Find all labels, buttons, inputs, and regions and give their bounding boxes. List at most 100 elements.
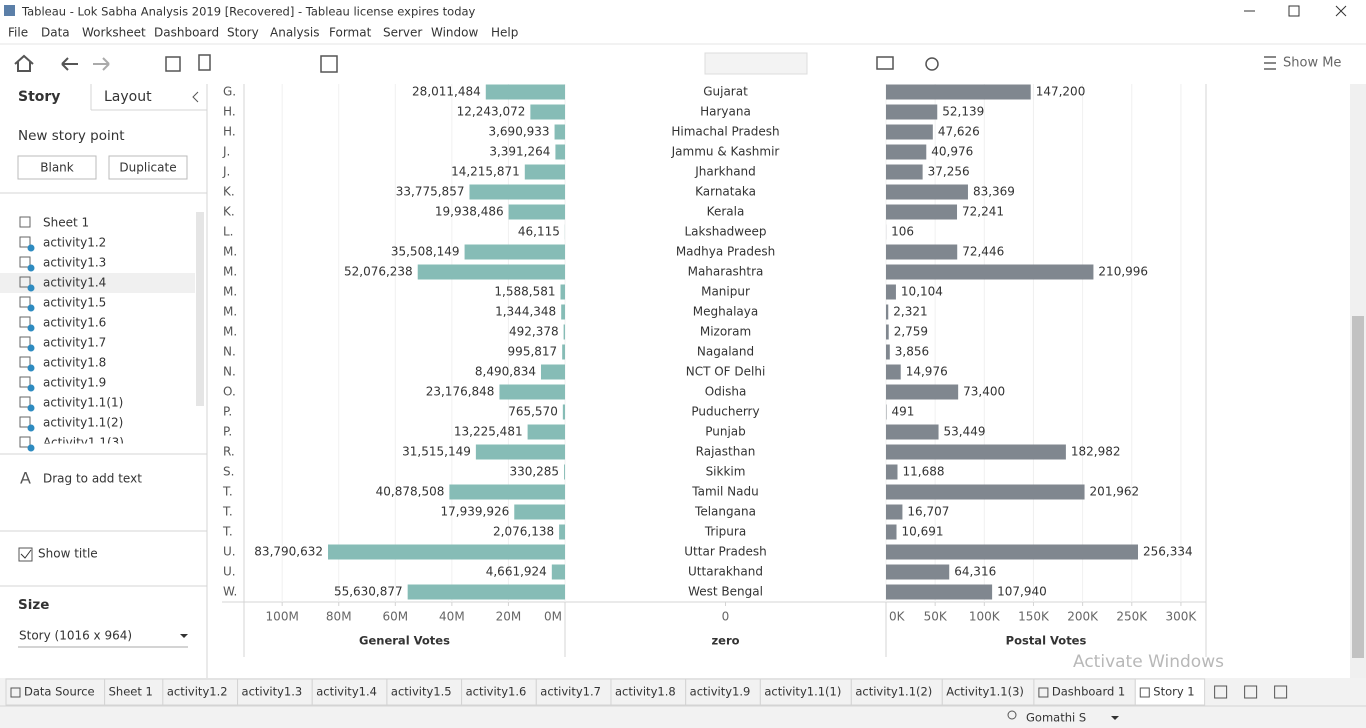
value-label: 3,690,933 — [488, 125, 549, 139]
sheet-tab[interactable] — [941, 678, 1035, 706]
sheet-tab-label[interactable]: activity1.8 — [615, 685, 676, 699]
value-label: 52,139 — [942, 105, 984, 119]
story-sheet[interactable]: Sheet 1 — [43, 216, 89, 230]
sheet-tab-label[interactable]: Activity1.1(3) — [946, 685, 1024, 699]
sheet-tab[interactable] — [461, 678, 537, 706]
sheet-tab-label[interactable]: activity1.4 — [316, 685, 377, 699]
sheet-tab-label[interactable]: activity1.5 — [391, 685, 452, 699]
story-sheet[interactable]: activity1.3 — [43, 256, 106, 270]
show-me-button[interactable]: Show Me — [1283, 56, 1341, 71]
home-button[interactable] — [14, 54, 34, 72]
collapse-button[interactable] — [192, 91, 199, 103]
sheet-tab-label[interactable]: Dashboard 1 — [1052, 685, 1125, 699]
sheet-tab[interactable] — [1134, 678, 1206, 706]
scrollbar-thumb[interactable] — [1352, 316, 1364, 658]
story-sheet[interactable]: activity1.1(1) — [43, 396, 123, 410]
value-label: 35,508,149 — [391, 245, 460, 259]
sheet-tab-label[interactable]: activity1.7 — [540, 685, 601, 699]
show-title-checkbox[interactable] — [18, 547, 33, 562]
value-label: 72,241 — [962, 205, 1004, 219]
sheet-tab[interactable] — [610, 678, 687, 706]
story-sheet[interactable]: activity1.2 — [43, 236, 106, 250]
save-button[interactable] — [165, 56, 181, 72]
state-label: Jharkhand — [694, 165, 756, 179]
bar — [886, 524, 897, 540]
new-tab-button[interactable] — [1244, 685, 1258, 699]
bar — [886, 584, 993, 600]
undo-button[interactable] — [61, 57, 78, 71]
drag-text-object[interactable]: Drag to add text — [43, 472, 142, 486]
bar — [886, 264, 1094, 280]
menu-item[interactable]: Worksheet — [82, 26, 146, 40]
sheet-list-scrollbar[interactable] — [196, 212, 204, 406]
story-sheet[interactable]: activity1.6 — [43, 316, 106, 330]
sheet-tab-label[interactable]: activity1.3 — [242, 685, 303, 699]
sheet-tab-label[interactable]: activity1.1(1) — [764, 685, 841, 699]
sheet-tab-label[interactable]: activity1.1(2) — [855, 685, 932, 699]
redo-button[interactable] — [93, 57, 110, 71]
state-label: Meghalaya — [693, 305, 758, 319]
size-dropdown[interactable]: Story (1016 x 964) — [19, 629, 132, 643]
menu-item[interactable]: Format — [329, 26, 372, 40]
menu-item[interactable]: Window — [431, 26, 479, 40]
value-label: 2,076,138 — [493, 525, 554, 539]
story-sheet[interactable]: activity1.7 — [43, 336, 106, 350]
new-tab-button[interactable] — [1214, 685, 1228, 699]
sheet-tab[interactable] — [685, 678, 761, 706]
menu-item[interactable]: Data — [41, 26, 70, 40]
state-label: West Bengal — [688, 585, 763, 599]
bar — [551, 564, 565, 580]
restore-button[interactable] — [1288, 5, 1300, 17]
menu-item[interactable]: Analysis — [270, 26, 319, 40]
value-label: 201,962 — [1090, 485, 1140, 499]
user-dropdown[interactable] — [1111, 716, 1119, 720]
close-button[interactable] — [1335, 5, 1347, 17]
show-title-label[interactable]: Show title — [38, 547, 98, 561]
blank-button-label[interactable]: Blank — [40, 161, 74, 175]
sheet-tab[interactable] — [311, 678, 388, 706]
layout-tab[interactable]: Layout — [104, 89, 152, 105]
sheet-icon — [19, 316, 31, 328]
sheet-tab-label[interactable]: Sheet 1 — [109, 685, 153, 699]
sheet-tab[interactable] — [850, 678, 943, 706]
sheet-tab[interactable] — [759, 678, 852, 706]
sheet-tab[interactable] — [162, 678, 239, 706]
story-sheet[interactable]: activity1.8 — [43, 356, 106, 370]
sheet-tab-label[interactable]: activity1.9 — [690, 685, 751, 699]
story-tab[interactable]: Story — [18, 89, 60, 105]
new-sheet-button[interactable] — [320, 55, 338, 73]
row-label: P. — [223, 405, 232, 419]
presentation-button[interactable] — [876, 56, 894, 70]
menu-item[interactable]: Story — [227, 26, 259, 40]
menu-item[interactable]: Server — [383, 26, 422, 40]
sheet-tab[interactable] — [237, 678, 313, 706]
story-sheet[interactable]: activity1.5 — [43, 296, 106, 310]
duplicate-button[interactable] — [108, 155, 188, 180]
story-sheet[interactable]: activity1.4 — [43, 276, 106, 290]
new-tab-button[interactable] — [1274, 685, 1288, 699]
story-sheet[interactable]: activity1.9 — [43, 376, 106, 390]
share-button[interactable] — [925, 57, 939, 71]
sheet-tab[interactable] — [386, 678, 463, 706]
menu-item[interactable]: Dashboard — [154, 26, 219, 40]
sheet-tab-label[interactable]: activity1.2 — [167, 685, 228, 699]
sheet-tab-label[interactable]: Data Source — [24, 685, 95, 699]
blank-button[interactable] — [17, 155, 97, 180]
menu-item[interactable]: File — [8, 26, 28, 40]
menu-item[interactable]: Help — [491, 26, 518, 40]
new-data-source-button[interactable] — [198, 54, 211, 71]
bar — [886, 84, 1031, 100]
sheet-tab-label[interactable]: Story 1 — [1153, 685, 1194, 699]
bar — [886, 484, 1085, 500]
sheet-tab-label[interactable]: activity1.6 — [466, 685, 527, 699]
bar — [886, 244, 958, 260]
story-sheet[interactable]: activity1.1(2) — [43, 416, 123, 430]
value-label: 73,400 — [963, 385, 1005, 399]
user-name[interactable]: Gomathi S — [1026, 711, 1086, 725]
side-panel — [0, 84, 207, 678]
duplicate-button-label[interactable]: Duplicate — [119, 161, 176, 175]
sheet-tab[interactable] — [5, 678, 106, 706]
fit-dropdown[interactable] — [704, 52, 808, 75]
size-heading: Size — [18, 597, 49, 613]
